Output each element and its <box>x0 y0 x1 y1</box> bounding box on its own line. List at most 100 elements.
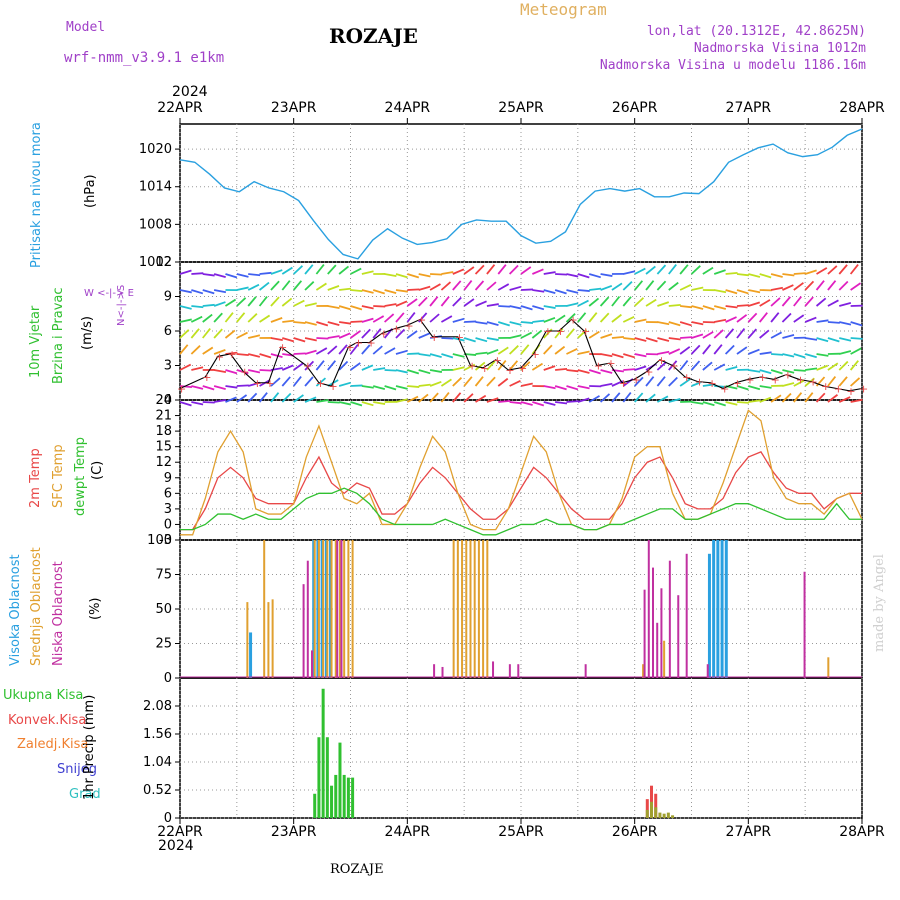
pressure-title: Pritisak na nivou mora <box>29 122 44 268</box>
wind-arrow <box>349 362 361 371</box>
wind-arrow <box>247 313 258 323</box>
wind-arrow <box>292 280 303 291</box>
wind-gust-mark: + <box>783 369 792 382</box>
wind-arrow <box>407 369 420 375</box>
wind-arrow <box>713 344 723 355</box>
wind-arrow <box>213 273 226 278</box>
wind-arrow <box>656 361 667 371</box>
wind-gust-mark: + <box>619 377 628 390</box>
wind-arrow <box>690 344 701 355</box>
date-label-bottom: 23APR <box>271 824 317 840</box>
wind-arrow <box>202 385 215 391</box>
wind-arrow <box>827 265 838 275</box>
ytick-label-temperature: 12 <box>155 455 172 470</box>
wind-arrow <box>315 347 328 355</box>
wind-arrow <box>531 362 544 371</box>
wind-arrow <box>372 315 385 323</box>
wind-arrow <box>293 352 306 355</box>
credit-label: made by Angel <box>872 554 887 652</box>
cloud-bar <box>827 657 830 678</box>
wind-arrow <box>384 369 397 372</box>
wind-arrow <box>452 366 465 371</box>
wind-arrow <box>600 284 613 291</box>
wind-gust-mark: + <box>467 360 476 373</box>
wind-arrow <box>384 347 396 355</box>
wind-arrow <box>554 385 567 391</box>
wind-unit: (m/s) <box>80 316 95 350</box>
wind-arrow <box>565 313 576 323</box>
sfc-temp-line <box>180 409 863 536</box>
wind-arrow <box>440 281 452 291</box>
wind-gust-mark: + <box>808 376 817 389</box>
wind-arrow <box>429 296 439 307</box>
wind-arrow <box>407 288 420 291</box>
wind-arrow <box>634 337 647 342</box>
ytick-label-temperature: 21 <box>155 409 172 424</box>
wind-arrow <box>566 400 579 403</box>
wind-arrow <box>338 305 351 311</box>
wind-arrow <box>600 369 613 374</box>
dewpt-line <box>180 487 862 536</box>
wind-arrow <box>452 280 462 291</box>
wind-arrow <box>577 369 590 374</box>
wind-arrow <box>225 273 238 279</box>
wind-arrow <box>668 376 678 387</box>
wind-arrow <box>338 332 351 339</box>
wind-arrow <box>270 280 280 291</box>
wind-arrow <box>770 369 783 375</box>
wind-arrow <box>736 401 750 404</box>
lonlat-label: lon,lat (20.1312E, 42.8625N) <box>646 24 866 39</box>
wind-arrow <box>315 282 327 291</box>
cloud-bar <box>584 664 587 678</box>
wind-arrow <box>474 264 485 275</box>
ytick-label-pressure: 1008 <box>139 217 172 232</box>
date-label-bottom: 28APR <box>839 824 885 840</box>
wind-arrow <box>611 313 622 323</box>
wind-arrow <box>191 305 204 309</box>
wind-arrow <box>747 328 757 339</box>
wind-gust-mark: + <box>632 373 641 386</box>
wind-arrow <box>498 305 511 308</box>
date-label-top: 26APR <box>612 100 658 116</box>
wind-arrow <box>839 302 852 307</box>
wind-arrow <box>418 393 429 403</box>
ytick-label-cloud_cover: 25 <box>155 637 172 652</box>
ytick-label-temperature: 24 <box>155 393 172 408</box>
wind-arrow <box>622 315 635 323</box>
wind-arrow <box>747 312 758 323</box>
wind-arrow <box>656 376 666 387</box>
altitude-label: Nadmorska Visina 1012m <box>693 41 866 56</box>
precip-bar <box>351 777 355 818</box>
wind-arrow <box>554 314 566 323</box>
wind-arrow <box>407 352 420 355</box>
precip-bar <box>317 737 321 818</box>
cloud-bar <box>340 540 343 678</box>
wind-gust-mark: + <box>278 341 287 354</box>
wind-arrow <box>236 286 249 291</box>
ytick-label-cloud_cover: 75 <box>155 568 172 583</box>
wind-arrow <box>441 353 454 359</box>
wind-arrow <box>509 379 521 387</box>
wind-arrow <box>554 401 568 405</box>
ytick-label-cloud_cover: 50 <box>155 602 172 617</box>
wind-arrow <box>725 271 738 275</box>
wind-arrow <box>724 328 735 339</box>
cloud-bar <box>347 540 350 678</box>
wind-arrow <box>793 282 804 291</box>
wind-arrow <box>634 353 647 358</box>
wind-arrow <box>452 377 463 387</box>
cloud-bar <box>663 640 666 678</box>
wind-arrow <box>486 281 497 291</box>
wind-gust-mark: + <box>202 371 211 384</box>
wind-arrow <box>259 314 271 323</box>
wind-arrow <box>782 369 795 374</box>
wind-arrow <box>395 300 408 307</box>
wind-arrow <box>758 312 768 323</box>
pressure-unit: (hPa) <box>83 174 98 208</box>
wind-arrow <box>213 301 226 307</box>
wind-arrow <box>384 385 397 391</box>
wind-arrow <box>384 303 397 307</box>
wind-arrow <box>827 337 840 343</box>
wind-arrow <box>509 401 522 405</box>
wind-arrow <box>520 401 533 406</box>
